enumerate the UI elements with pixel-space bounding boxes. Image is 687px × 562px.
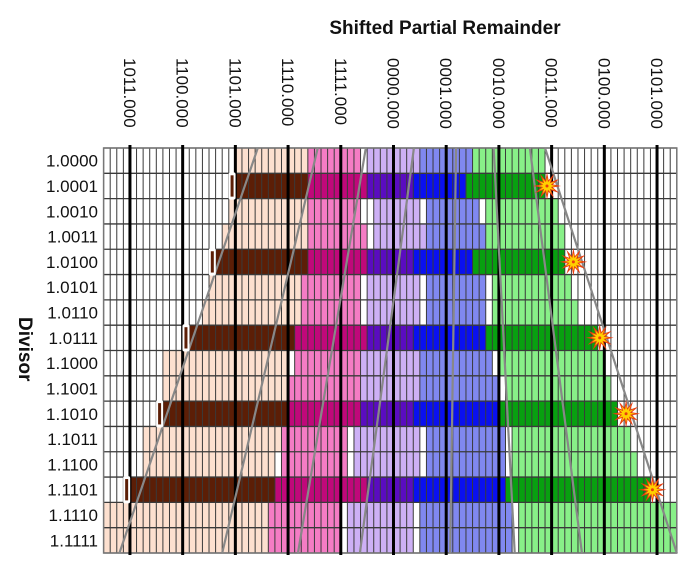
y-tick-label: 1.0000: [46, 152, 98, 171]
cell-span-brown: [235, 173, 308, 199]
cell-span-blue: [413, 249, 473, 275]
boundary-line: [492, 147, 516, 554]
x-tick-label: 1100.000: [173, 58, 192, 128]
row-marker: [230, 175, 234, 197]
burst-icon-center: [624, 412, 628, 416]
plot-border: [102, 147, 678, 554]
cell-span-blue: [413, 325, 486, 351]
row-marker: [210, 251, 214, 273]
markers-layer: [123, 172, 667, 504]
cell-span-magenta: [307, 249, 368, 275]
cell-span-pink: [301, 299, 361, 326]
cell-span-magenta: [288, 401, 361, 427]
x-tick-label: 1101.000: [225, 58, 244, 128]
cell-span-pink: [301, 274, 361, 300]
x-tick-label: 0100.000: [594, 58, 613, 129]
cell-span-peach: [235, 148, 308, 174]
x-tick-label: 0010.000: [489, 58, 508, 129]
cell-span-lightgreen: [512, 451, 638, 478]
cell-span-lavender: [373, 198, 420, 224]
y-tick-label: 1.0011: [47, 228, 98, 247]
cell-span-lavender: [360, 375, 420, 402]
burst-icon-center: [598, 336, 602, 340]
cell-span-peach: [202, 299, 302, 326]
x-tick-label: 0011.000: [542, 58, 561, 128]
chart-title: Shifted Partial Remainder: [329, 18, 561, 39]
cell-span-lightblue: [426, 223, 486, 250]
cell-span-purple: [367, 173, 414, 199]
boundary-line: [449, 147, 458, 554]
x-tick-label: 0001.000: [436, 58, 455, 129]
cell-span-lightblue: [419, 350, 493, 376]
row-marker: [125, 479, 129, 501]
cell-span-purple: [367, 477, 414, 503]
boundary-line: [358, 147, 416, 554]
y-tick-label: 1.0101: [46, 278, 98, 297]
y-tick-label: 1.0010: [46, 202, 98, 221]
y-tick-label: 1.0110: [47, 304, 98, 323]
y-tick-labels: 1.0000 1.0001 1.0010 1.0011 1.0100 1.0101 1.01…: [46, 152, 98, 551]
cell-span-peach: [103, 527, 269, 553]
boundary-line: [221, 147, 319, 554]
cell-span-lightblue: [426, 299, 486, 326]
cell-span-lavender: [360, 350, 420, 376]
x-tick-labels: 1011.000 1100.000 1101.000 1110.000 1111.000…: [120, 58, 666, 129]
x-tick-label: 0000.000: [383, 58, 402, 129]
y-tick-label: 1.1010: [46, 405, 98, 424]
burst-icon-center: [545, 184, 549, 188]
cell-span-lightblue: [426, 274, 486, 300]
cell-span-pink: [307, 223, 368, 250]
x-tick-label: 0101.000: [647, 58, 666, 129]
cell-span-blue: [413, 401, 499, 427]
y-tick-label: 1.1100: [47, 455, 98, 474]
y-tick-label: 1.1011: [47, 430, 98, 449]
y-tick-label: 1.1000: [46, 354, 98, 373]
burst-icon-center: [650, 488, 654, 492]
y-tick-label: 1.1001: [46, 379, 98, 398]
x-tick-label: 1011.000: [120, 58, 139, 128]
cell-span-peach: [143, 426, 282, 452]
y-tick-label: 1.1111: [50, 531, 98, 550]
x-tick-label: 1111.000: [331, 58, 350, 125]
y-tick-label: 1.1101: [47, 481, 98, 500]
cell-span-pink: [268, 527, 341, 553]
cell-span-lightgreen: [492, 299, 578, 326]
y-tick-label: 1.0111: [49, 329, 98, 348]
y-tick-label: 1.1110: [49, 506, 98, 525]
y-tick-label: 1.0001: [46, 177, 98, 196]
boundary-line: [528, 147, 584, 554]
cell-span-purple: [367, 249, 414, 275]
y-tick-label: 1.0100: [46, 253, 98, 272]
cell-span-lightgreen: [472, 148, 546, 174]
x-tick-label: 1110.000: [278, 58, 297, 126]
row-marker: [158, 403, 162, 425]
cell-span-magenta: [294, 325, 368, 351]
burst-icon-center: [571, 260, 575, 264]
row-marker: [184, 327, 188, 349]
boundary-line: [296, 147, 367, 554]
